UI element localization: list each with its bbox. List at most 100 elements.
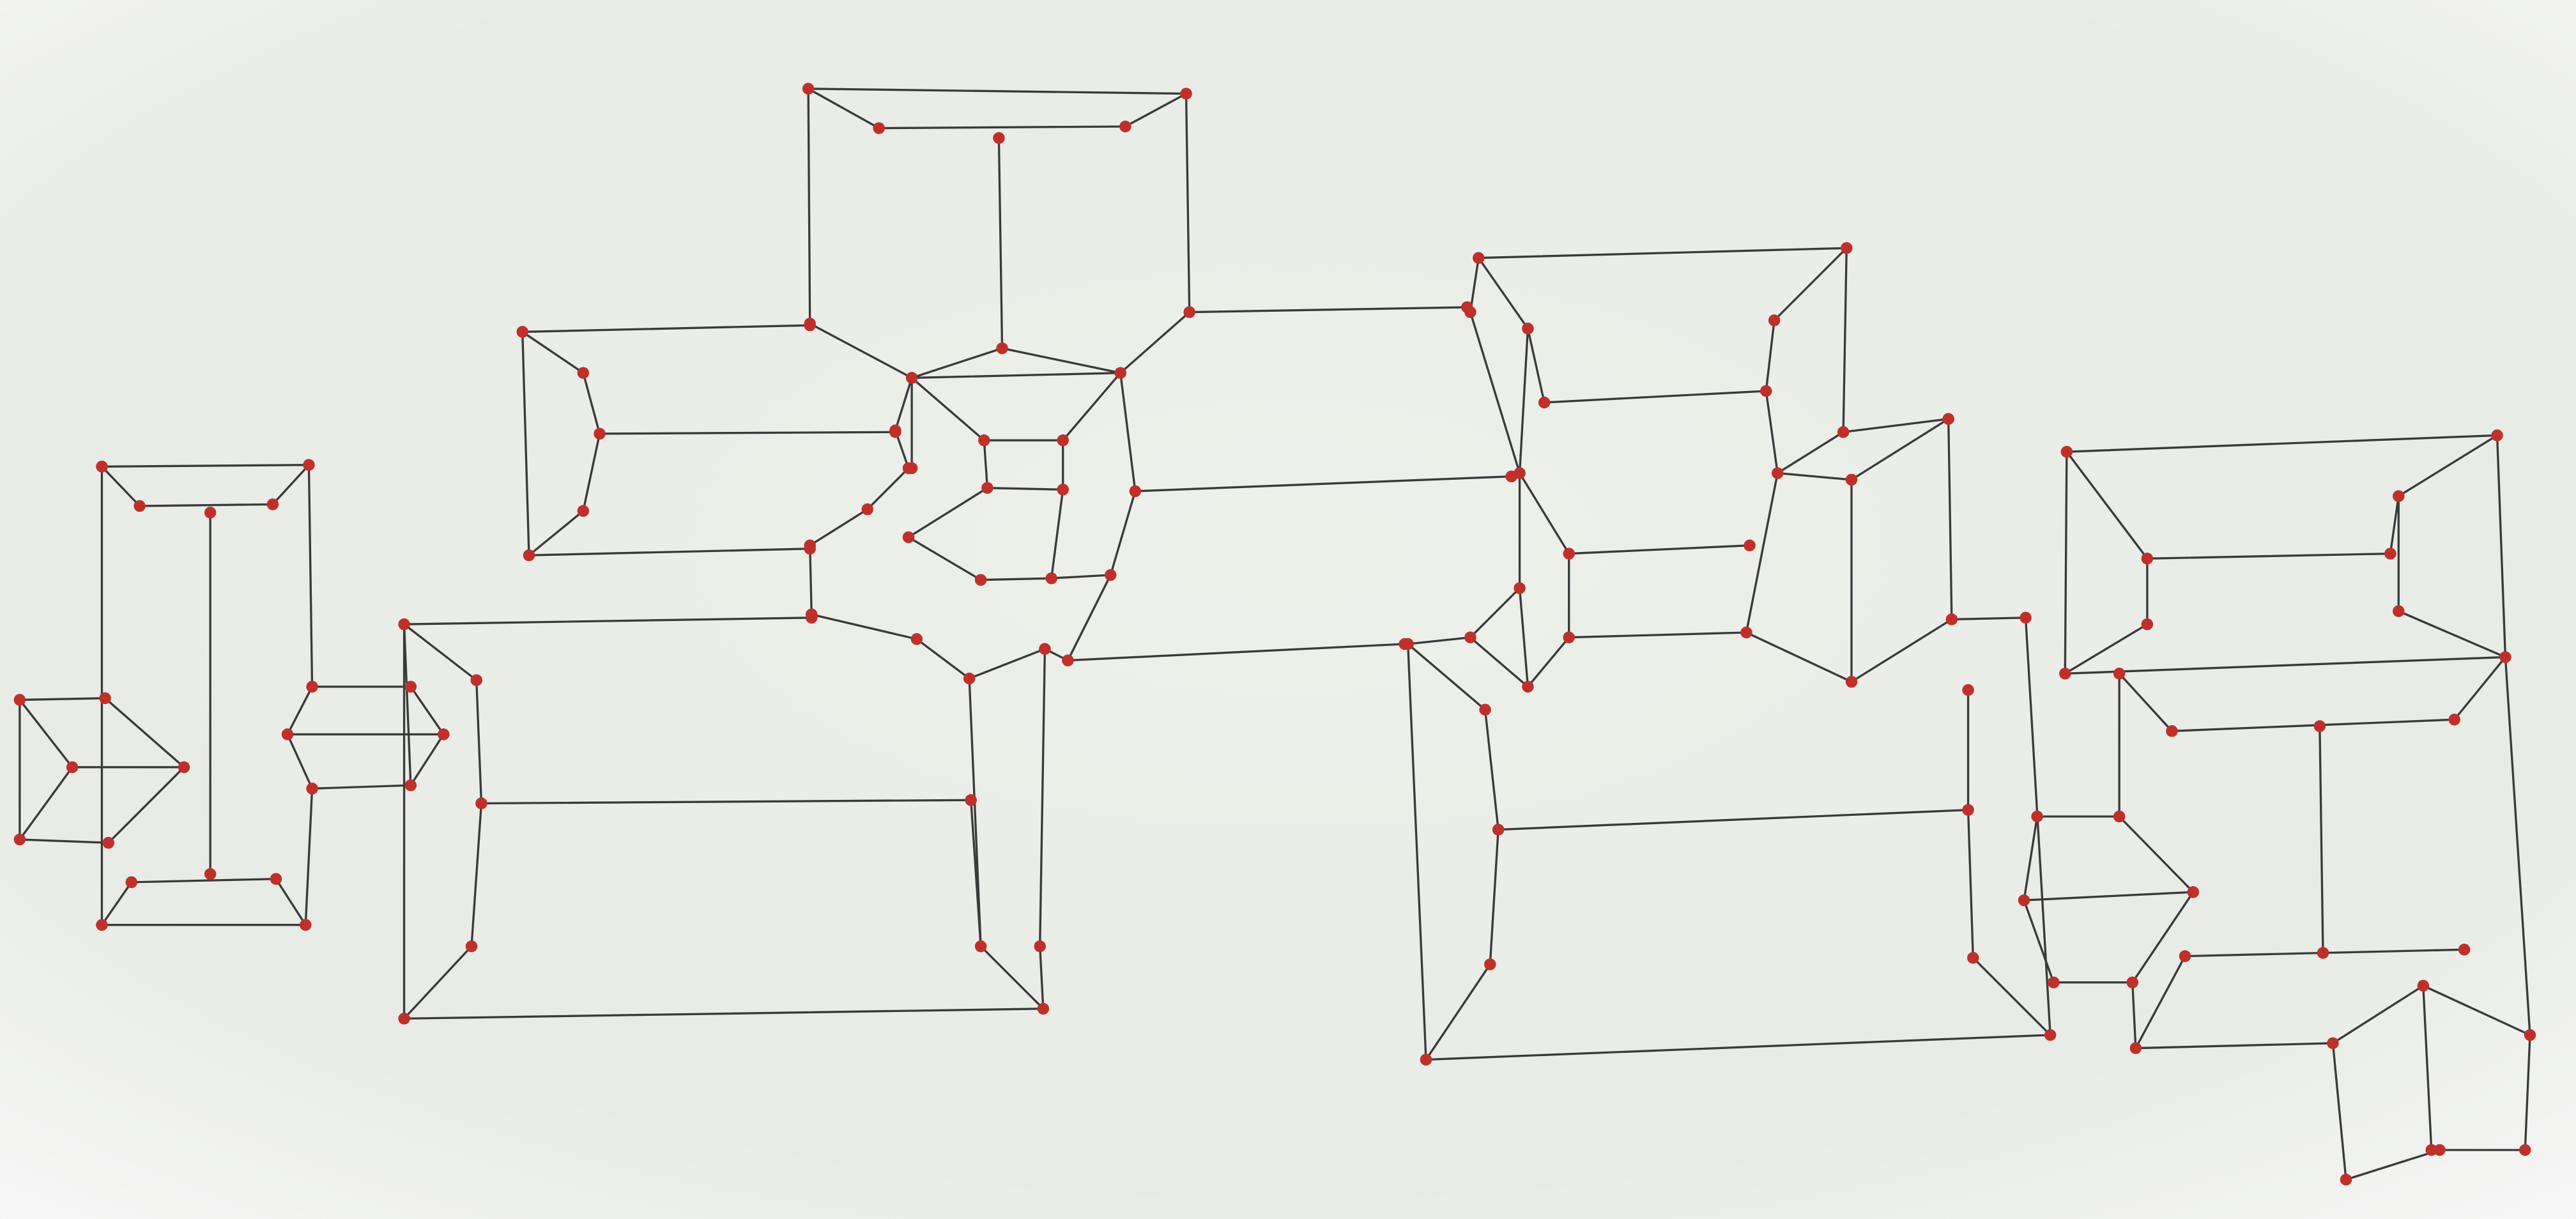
pencil-line	[2066, 434, 2501, 560]
pencil-line	[968, 648, 1046, 680]
red-dot	[2048, 976, 2060, 988]
red-dot	[102, 836, 114, 849]
pencil-line	[1497, 808, 2051, 1036]
red-dot	[438, 728, 450, 740]
red-dot	[2434, 1144, 2446, 1156]
red-dot	[13, 833, 26, 846]
red-dot	[2417, 979, 2430, 992]
red-dot	[1057, 484, 1069, 496]
pencil-line	[402, 623, 412, 786]
red-dot	[2313, 720, 2326, 732]
red-dot	[965, 794, 977, 806]
red-dot	[2179, 950, 2191, 962]
red-dot	[2113, 810, 2126, 823]
red-dot	[2384, 548, 2396, 560]
pencil-line	[807, 88, 811, 325]
red-dot	[577, 505, 590, 517]
red-dot	[300, 919, 312, 931]
red-dot	[2129, 1042, 2142, 1054]
pencil-line	[1776, 431, 1844, 475]
red-dot	[2327, 1037, 2339, 1050]
red-dot	[1841, 242, 1853, 254]
red-dot	[2059, 668, 2071, 680]
red-dot	[398, 618, 410, 631]
red-dot	[577, 367, 590, 379]
red-dot	[1967, 951, 1979, 964]
pencil-line	[1134, 475, 1513, 493]
red-dot	[1037, 1002, 1050, 1015]
pencil-line	[402, 617, 813, 625]
pencil-line	[2504, 656, 2531, 1036]
pencil-line	[19, 766, 73, 841]
red-dot	[516, 326, 528, 338]
red-dot	[178, 761, 190, 774]
red-dot	[2018, 894, 2030, 907]
pencil-line	[809, 322, 913, 379]
red-dot	[1760, 385, 1772, 397]
red-dot	[204, 507, 217, 519]
pencil-line	[521, 324, 811, 334]
red-dot	[2499, 651, 2511, 663]
pencil-line	[2422, 985, 2433, 1151]
red-dot	[281, 728, 294, 740]
red-dot	[125, 876, 137, 889]
red-dot	[905, 372, 918, 384]
red-dot	[889, 424, 901, 436]
red-dot	[1180, 88, 1192, 100]
pencil-line	[1745, 471, 1779, 634]
red-dot	[1492, 824, 1505, 836]
red-dot	[2187, 886, 2200, 898]
red-dot	[96, 919, 108, 931]
red-dot	[1740, 626, 1752, 639]
red-dot	[1183, 306, 1195, 318]
red-dot	[1522, 323, 1534, 335]
red-dot	[1119, 120, 1131, 133]
red-dot	[910, 633, 923, 645]
pencil-line	[1745, 631, 1853, 683]
red-dot	[1942, 413, 1954, 425]
red-dot	[1962, 804, 1974, 816]
pencil-line	[1066, 643, 1406, 662]
pencil-line	[2131, 981, 2137, 1050]
red-dot	[993, 132, 1005, 144]
red-dot	[1129, 485, 1142, 498]
red-dot	[1772, 467, 1784, 479]
red-dot	[204, 868, 217, 880]
pencil-line	[2319, 724, 2324, 954]
red-dot	[1514, 467, 1526, 479]
pencil-line	[997, 137, 1004, 349]
red-dot	[1514, 582, 1526, 594]
red-dot	[1057, 434, 1069, 447]
red-dot	[974, 940, 987, 953]
red-dot	[978, 434, 990, 447]
red-dot	[2044, 1029, 2057, 1041]
red-dot	[1402, 638, 1414, 650]
pencil-line	[1119, 310, 1191, 374]
pencil-line	[2118, 656, 2507, 732]
pencil-line	[910, 372, 1122, 379]
red-dot	[2340, 1174, 2352, 1186]
pencil-line	[2023, 891, 2195, 901]
red-dot	[2524, 1029, 2536, 1041]
red-dot	[2317, 947, 2329, 959]
red-dot	[981, 482, 993, 494]
red-dot	[1479, 703, 1491, 716]
red-dot	[266, 498, 279, 510]
red-dot	[13, 694, 26, 706]
red-dot	[861, 503, 873, 516]
red-dot	[404, 680, 417, 693]
red-dot	[2425, 1144, 2437, 1156]
red-dot	[2060, 445, 2073, 458]
pencil-line	[307, 464, 314, 688]
red-dot	[1962, 684, 1974, 696]
red-dot	[475, 797, 487, 809]
pencil-line	[1518, 586, 1529, 688]
red-dot	[1522, 680, 1534, 693]
red-dot	[1768, 314, 1781, 326]
red-dot	[902, 531, 915, 544]
red-dots	[13, 82, 2536, 1186]
red-dot	[974, 574, 987, 586]
red-dot	[804, 539, 816, 551]
